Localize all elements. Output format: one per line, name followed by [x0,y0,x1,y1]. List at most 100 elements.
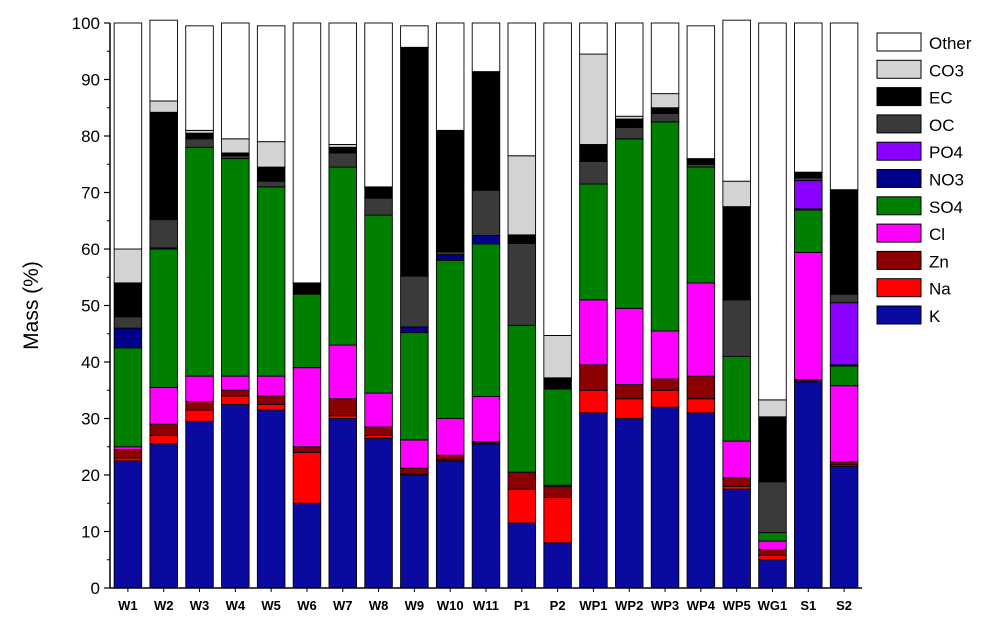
bar-segment-cl-w2 [149,386,178,425]
bar-segment-oc-w3 [185,138,214,148]
legend-swatch-other [876,32,922,52]
bar-segment-cl-s2 [829,385,859,463]
x-tick-label-wp5: WP5 [723,598,751,613]
legend-label-na: Na [929,280,951,299]
bar-segment-other-wp3 [650,22,680,95]
bar-segment-k-w6 [292,502,322,589]
legend-label-k: K [929,307,941,326]
bar-segment-oc-w11 [471,189,501,236]
legend-label-co3: CO3 [929,61,964,80]
bar-segment-zn-wg1 [758,549,787,556]
bar-segment-ec-s2 [829,189,859,295]
x-axis-ticks: W1 W2 W3 W4 W5 W6 W7 W8 W9 W10 W11 P1 P2 WP1 WP2 WP3 WP4… [118,588,852,613]
bar-segment-ec-w7 [328,146,358,154]
bar-segment-ec-p2 [543,377,572,390]
bar-segment-so4-w10 [435,259,465,419]
bar-segment-co3-wp1 [579,53,608,145]
legend-swatch-na [876,278,922,298]
x-tick-label-wp4: WP4 [687,598,716,613]
bar-segment-oc-w2 [149,219,178,249]
bar-segment-na-p2 [543,497,572,544]
bar-segment-ec-w3 [185,132,214,140]
bar-segment-ec-wp1 [579,144,608,162]
x-tick-label-w4: W4 [226,598,246,613]
bar-segment-k-w4 [221,403,250,589]
bar-segment-zn-wp1 [579,364,608,391]
bar-segment-so4-s1 [794,209,823,253]
legend-label-cl: Cl [929,225,945,244]
bar-segment-k-p2 [543,542,572,589]
bar-segment-po4-s2 [829,302,859,366]
x-tick-label-wp1: WP1 [579,598,607,613]
bar-segment-no3-w9 [400,326,429,334]
bar-segment-cl-w11 [471,396,501,443]
bar-segment-cl-w6 [292,367,322,448]
bar-segment-k-wp2 [615,418,644,589]
bar-segment-na-p1 [507,488,537,524]
bar-segment-other-w5 [256,25,286,143]
bar-segment-zn-w4 [221,389,250,397]
bar-segment-k-w5 [256,409,286,589]
bar-segment-other-w3 [185,25,214,131]
x-tick-label-s2: S2 [836,598,852,613]
bar-segment-k-wg1 [758,559,787,589]
bar-segment-k-w3 [185,420,214,589]
bar-segment-k-wp4 [686,412,716,589]
bar-segment-k-w10 [435,460,465,589]
x-tick-label-w7: W7 [333,598,353,613]
bar-segment-other-w11 [471,22,501,73]
bar-segment-oc-s2 [829,293,859,304]
bar-segment-other-s1 [794,22,823,173]
legend-swatch-no3 [876,169,922,188]
bar-segment-cl-w5 [256,375,286,397]
bar-segment-so4-w3 [185,146,214,377]
bar-segment-cl-w7 [328,344,358,400]
bar-segment-ec-w6 [292,282,322,295]
bar-segment-so4-w1 [113,347,143,448]
x-tick-label-w2: W2 [154,598,174,613]
bar-segment-oc-w5 [256,180,286,188]
x-tick-label-w3: W3 [190,598,210,613]
y-tick-label: 60 [81,240,100,259]
bar-segment-ec-wp4 [686,158,716,165]
bar-segment-so4-wp3 [650,121,680,332]
bar-segment-no3-w10 [435,254,465,261]
x-tick-label-w8: W8 [369,598,389,613]
legend-swatch-zn [876,250,922,270]
y-tick-label: 70 [81,184,100,203]
bar-segment-oc-wp1 [579,160,608,185]
x-tick-label-w5: W5 [261,598,281,613]
legend-swatch-oc [876,114,922,134]
bar-segment-co3-wp3 [650,93,680,109]
bar-segment-k-w11 [471,443,501,589]
x-tick-label-p1: P1 [514,598,530,613]
bar-segment-na-w5 [256,403,286,411]
x-tick-label-s1: S1 [800,598,816,613]
x-tick-label-p2: P2 [550,598,566,613]
bar-segment-ec-w10 [435,129,465,253]
bar-segment-k-s1 [794,381,823,589]
bar-segment-other-w2 [149,19,178,102]
bar-segment-other-wp2 [615,22,644,117]
bar-segment-oc-wp2 [615,127,644,140]
bar-segment-k-w8 [364,437,393,589]
bar-segment-other-w8 [364,22,393,188]
bar-segment-other-w9 [400,25,429,48]
bar-segment-k-wp3 [650,406,680,589]
bar-segment-zn-wp5 [722,477,751,487]
bar-segment-cl-w10 [435,418,465,456]
x-tick-label-w11: W11 [473,598,499,613]
bar-segment-so4-wp5 [722,355,751,442]
bar-segment-ec-wp3 [650,107,680,114]
bar-segment-no3-w11 [471,234,501,245]
y-tick-label: 50 [81,297,100,316]
bar-segment-ec-w5 [256,166,286,182]
bar-segment-co3-w2 [149,100,178,113]
bar-segment-cl-wg1 [758,540,787,551]
bar-segment-zn-w10 [435,454,465,461]
bar-segment-so4-w5 [256,186,286,377]
bar-segment-cl-wp3 [650,330,680,380]
bar-segment-zn-w6 [292,446,322,453]
bar-segment-zn-wp2 [615,384,644,400]
